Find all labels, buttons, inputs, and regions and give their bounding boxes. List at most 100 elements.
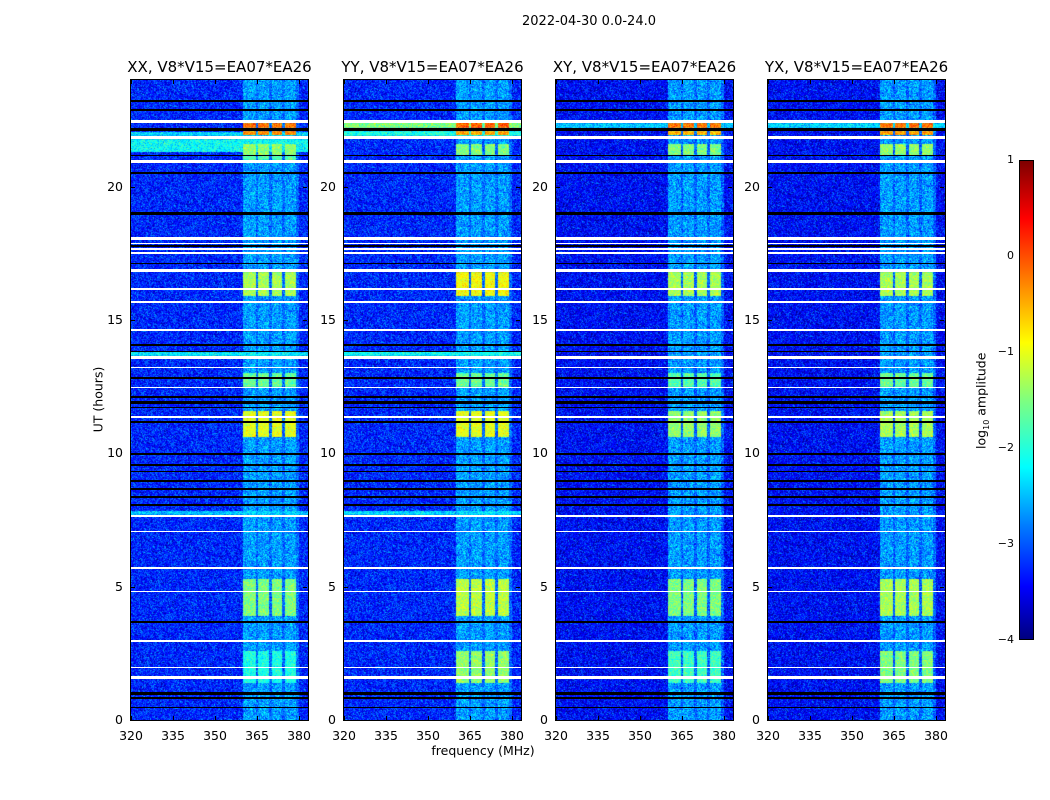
y-tick-mark xyxy=(131,586,135,588)
flagged-row-black xyxy=(556,128,733,131)
y-tick-mark xyxy=(556,586,560,588)
flagged-row-black xyxy=(556,109,733,111)
x-tick-mark xyxy=(215,716,217,720)
panel-xx: XX, V8*V15=EA07*EA26 320 335 350 365 380 0 5 10… xyxy=(107,58,312,743)
heatmap-image xyxy=(131,80,308,720)
x-tick-mark xyxy=(556,716,557,720)
colorbar-tick-label: −2 xyxy=(997,441,1014,454)
flagged-row-black xyxy=(556,396,733,398)
flagged-row-white xyxy=(768,269,945,272)
y-tick-mark xyxy=(344,320,348,321)
flagged-row-black xyxy=(344,172,521,174)
flagged-row-white xyxy=(768,120,945,123)
flagged-row-black xyxy=(768,692,945,695)
flagged-row-white xyxy=(768,237,945,240)
colorbar-label: log10 amplitude xyxy=(973,341,991,461)
panel-title: XY, V8*V15=EA07*EA26 xyxy=(552,58,737,76)
flagged-row-black xyxy=(131,396,308,398)
y-tick-label: 5 xyxy=(115,578,123,594)
x-tick-mark xyxy=(768,80,769,84)
x-tick-mark xyxy=(512,716,514,720)
x-tick-mark xyxy=(344,80,345,84)
flagged-row-black xyxy=(131,406,308,409)
flagged-row-black xyxy=(344,154,521,157)
flagged-row-black xyxy=(556,245,733,247)
flagged-row-white xyxy=(768,160,945,163)
flagged-row-black xyxy=(768,464,945,466)
flagged-row-black xyxy=(344,621,521,623)
flagged-row-white xyxy=(131,366,308,369)
flagged-row-black xyxy=(131,421,308,423)
flagged-row-white xyxy=(131,288,308,290)
flagged-row-black xyxy=(131,344,308,346)
y-tick-mark xyxy=(516,453,520,455)
y-tick-mark xyxy=(556,720,560,721)
y-tick-mark xyxy=(768,720,772,721)
flagged-row-white xyxy=(344,514,521,518)
flagged-row-black xyxy=(556,100,733,102)
panel-title: YX, V8*V15=EA07*EA26 xyxy=(764,58,949,76)
flagged-row-black xyxy=(344,377,521,379)
flagged-row-black xyxy=(768,421,945,423)
x-tick-mark xyxy=(682,80,684,84)
flagged-row-white xyxy=(344,248,521,250)
flagged-row-black xyxy=(556,504,733,506)
y-tick-mark xyxy=(303,186,307,188)
flagged-row-black xyxy=(768,396,945,398)
panel-xy: XY, V8*V15=EA07*EA26 320 335 350 365 380 0 5 10… xyxy=(532,58,736,743)
flagged-row-white xyxy=(768,136,945,139)
x-tick-mark xyxy=(894,80,896,84)
flagged-row-black xyxy=(344,344,521,346)
heatmap-image xyxy=(556,80,733,720)
y-tick-mark xyxy=(131,320,135,321)
flagged-row-black xyxy=(768,496,945,498)
x-tick-label: 365 xyxy=(458,728,482,743)
flagged-row-black xyxy=(344,128,521,131)
flagged-row-white xyxy=(556,676,733,679)
flagged-row-white xyxy=(768,248,945,250)
x-tick-mark xyxy=(724,716,726,720)
flagged-row-white xyxy=(131,329,308,331)
x-tick-mark xyxy=(852,716,854,720)
flagged-row-white xyxy=(131,252,308,254)
y-tick-mark xyxy=(516,320,520,321)
y-tick-mark xyxy=(768,186,772,188)
y-tick-label: 5 xyxy=(752,578,760,594)
flagged-row-black xyxy=(131,377,308,379)
colorbar-label-main: log xyxy=(973,429,989,449)
x-tick-mark xyxy=(344,716,345,720)
flagged-row-black xyxy=(556,496,733,498)
flagged-row-black xyxy=(556,344,733,346)
flagged-row-black xyxy=(131,621,308,623)
colorbar xyxy=(1019,160,1034,640)
flagged-row-black xyxy=(344,470,521,473)
flagged-row-black xyxy=(344,697,521,699)
flagged-row-black xyxy=(344,109,521,111)
flagged-row-white xyxy=(556,356,733,359)
flagged-row-white xyxy=(131,416,308,418)
y-tick-mark xyxy=(131,186,135,188)
x-tick-label: 350 xyxy=(203,728,227,743)
flagged-row-black xyxy=(344,488,521,490)
x-tick-mark xyxy=(470,716,472,720)
flagged-row-white xyxy=(768,366,945,369)
colorbar-tick-label: −4 xyxy=(997,633,1014,646)
y-tick-mark xyxy=(516,720,520,721)
flagged-row-black xyxy=(344,480,521,482)
x-tick-label: 320 xyxy=(119,728,143,743)
x-tick-mark xyxy=(936,716,938,720)
y-tick-label: 15 xyxy=(320,312,336,327)
flagged-row-white xyxy=(344,386,521,389)
y-tick-label: 10 xyxy=(532,445,548,461)
flagged-row-black xyxy=(768,377,945,379)
flagged-row-white xyxy=(344,242,521,245)
flagged-row-black xyxy=(556,401,733,404)
flagged-row-black xyxy=(556,464,733,466)
y-tick-mark xyxy=(344,186,348,188)
x-tick-label: 335 xyxy=(586,728,610,743)
x-tick-mark xyxy=(598,80,599,84)
flagged-row-white xyxy=(768,386,945,389)
flagged-row-black xyxy=(344,706,521,709)
colorbar-label-sub: 10 xyxy=(981,419,991,430)
flagged-row-black xyxy=(768,706,945,709)
